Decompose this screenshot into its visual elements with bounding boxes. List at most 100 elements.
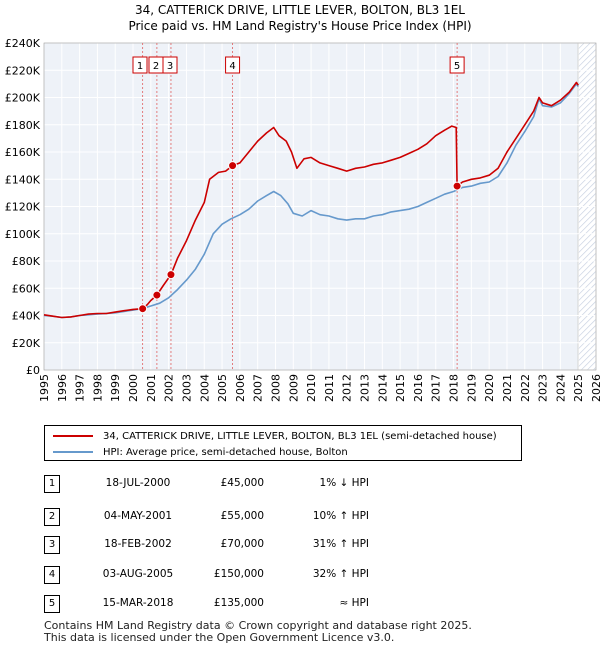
x-tick-label: 1999 <box>109 374 122 402</box>
x-tick-label: 2009 <box>287 374 300 402</box>
x-tick-label: 2006 <box>234 374 247 402</box>
transaction-number: 3 <box>44 536 60 554</box>
x-tick-label: 1995 <box>38 374 51 402</box>
transaction-date: 15-MAR-2018 <box>102 597 174 609</box>
forecast-hatch <box>577 240 597 260</box>
forecast-hatch <box>577 342 597 362</box>
forecast-hatch <box>577 228 597 248</box>
forecast-hatch <box>577 336 597 356</box>
forecast-hatch <box>577 282 597 302</box>
x-tick-label: 2020 <box>483 374 496 402</box>
transaction-hpi-diff: ≈ HPI <box>339 597 369 609</box>
forecast-hatch <box>577 264 597 284</box>
table-row: 4 03-AUG-2005 £150,000 32% ↑ HPI <box>44 566 404 584</box>
x-tick-label: 2005 <box>216 374 229 402</box>
transaction-number: 5 <box>44 595 60 613</box>
forecast-hatch <box>577 90 597 110</box>
forecast-hatch <box>577 42 591 56</box>
sale-point <box>138 304 148 314</box>
transaction-hpi-diff: 32% ↑ HPI <box>312 568 369 580</box>
sale-label-text: 1 <box>137 61 143 72</box>
sale-point <box>166 270 176 280</box>
x-tick-label: 2025 <box>572 374 585 402</box>
forecast-hatch <box>577 102 597 122</box>
footer-licence: This data is licensed under the Open Gov… <box>44 631 395 644</box>
forecast-hatch <box>577 108 597 128</box>
y-tick-label: £120K <box>5 201 41 214</box>
forecast-hatch <box>577 276 597 296</box>
x-tick-label: 2002 <box>163 374 176 402</box>
y-tick-label: £160K <box>5 146 41 159</box>
transaction-number: 2 <box>44 508 60 526</box>
forecast-hatch <box>577 144 597 164</box>
x-tick-label: 2008 <box>269 374 282 402</box>
forecast-hatch <box>577 138 597 158</box>
forecast-hatch <box>577 156 597 176</box>
transaction-price: £70,000 <box>220 538 264 550</box>
forecast-hatch <box>577 162 597 182</box>
forecast-hatch <box>586 360 597 371</box>
x-tick-label: 2021 <box>501 374 514 402</box>
transaction-hpi-diff: 31% ↑ HPI <box>312 538 369 550</box>
forecast-hatch <box>577 270 597 290</box>
forecast-hatch <box>577 42 597 62</box>
forecast-hatch <box>577 216 597 236</box>
transaction-date: 18-FEB-2002 <box>104 538 172 550</box>
sale-label-box <box>132 56 148 74</box>
sale-point <box>152 290 162 300</box>
legend-item-hpi: HPI: Average price, semi-detached house,… <box>53 445 348 459</box>
x-tick-label: 2023 <box>537 374 550 402</box>
sale-label-text: 3 <box>167 61 173 72</box>
transaction-hpi-diff: 10% ↑ HPI <box>312 510 369 522</box>
legend-swatch-property <box>53 435 93 437</box>
forecast-hatch <box>577 324 597 344</box>
table-row: 1 18-JUL-2000 £45,000 1% ↓ HPI <box>44 475 404 493</box>
forecast-hatch <box>577 96 597 116</box>
x-tick-label: 1997 <box>74 374 87 402</box>
y-tick-label: £100K <box>5 228 41 241</box>
forecast-hatch <box>577 84 597 104</box>
transaction-hpi-diff: 1% ↓ HPI <box>319 477 369 489</box>
forecast-hatch <box>577 204 597 224</box>
table-row: 3 18-FEB-2002 £70,000 31% ↑ HPI <box>44 536 404 554</box>
forecast-hatch <box>577 288 597 308</box>
forecast-hatch <box>577 168 597 188</box>
forecast-hatch <box>577 150 597 170</box>
sale-label-box <box>449 56 465 74</box>
transaction-number: 4 <box>44 566 60 584</box>
forecast-hatch <box>577 258 597 278</box>
forecast-hatch <box>577 180 597 200</box>
x-tick-label: 2007 <box>252 374 265 402</box>
x-tick-label: 2013 <box>359 374 372 402</box>
y-tick-label: £0 <box>26 364 40 377</box>
forecast-hatch <box>577 78 597 98</box>
x-tick-label: 2003 <box>180 374 193 402</box>
y-tick-label: £220K <box>5 64 41 77</box>
forecast-hatch <box>577 48 597 68</box>
forecast-hatch <box>577 294 597 314</box>
x-tick-label: 2012 <box>341 374 354 402</box>
forecast-hatch <box>577 186 597 206</box>
x-tick-label: 2014 <box>376 374 389 402</box>
forecast-hatch <box>577 174 597 194</box>
y-tick-label: £20K <box>12 337 41 350</box>
legend: 34, CATTERICK DRIVE, LITTLE LEVER, BOLTO… <box>44 425 522 461</box>
y-tick-label: £40K <box>12 310 41 323</box>
legend-label-property: 34, CATTERICK DRIVE, LITTLE LEVER, BOLTO… <box>103 430 497 442</box>
x-tick-label: 2017 <box>430 374 443 402</box>
x-tick-label: 1998 <box>91 374 104 402</box>
x-tick-label: 2004 <box>198 374 211 402</box>
forecast-hatch <box>577 126 597 146</box>
forecast-hatch <box>577 234 597 254</box>
table-row: 2 04-MAY-2001 £55,000 10% ↑ HPI <box>44 508 404 526</box>
x-tick-label: 2010 <box>305 374 318 402</box>
plot-frame <box>43 42 597 371</box>
forecast-hatch <box>577 306 597 326</box>
footer: Contains HM Land Registry data © Crown c… <box>44 620 472 644</box>
transaction-number: 1 <box>44 475 60 493</box>
table-row: 5 15-MAR-2018 £135,000 ≈ HPI <box>44 595 404 613</box>
forecast-hatch <box>577 348 597 368</box>
chart-subtitle: Price paid vs. HM Land Registry's House … <box>128 19 472 33</box>
forecast-hatch <box>577 318 597 338</box>
x-tick-label: 2026 <box>590 374 600 402</box>
